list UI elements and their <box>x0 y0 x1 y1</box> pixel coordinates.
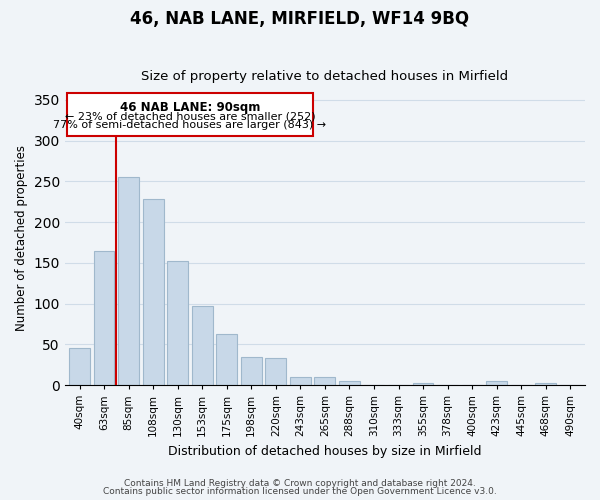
Text: Contains HM Land Registry data © Crown copyright and database right 2024.: Contains HM Land Registry data © Crown c… <box>124 478 476 488</box>
Bar <box>118 177 139 385</box>
Bar <box>94 250 115 385</box>
Bar <box>486 381 507 385</box>
Text: ← 23% of detached houses are smaller (252): ← 23% of detached houses are smaller (25… <box>65 111 315 121</box>
Title: Size of property relative to detached houses in Mirfield: Size of property relative to detached ho… <box>142 70 508 84</box>
Bar <box>69 348 90 385</box>
Bar <box>535 384 556 385</box>
Text: Contains public sector information licensed under the Open Government Licence v3: Contains public sector information licen… <box>103 487 497 496</box>
Bar <box>339 381 360 385</box>
Bar <box>265 358 286 385</box>
X-axis label: Distribution of detached houses by size in Mirfield: Distribution of detached houses by size … <box>168 444 482 458</box>
Y-axis label: Number of detached properties: Number of detached properties <box>15 146 28 332</box>
Bar <box>167 261 188 385</box>
Bar <box>290 377 311 385</box>
Text: 77% of semi-detached houses are larger (843) →: 77% of semi-detached houses are larger (… <box>53 120 326 130</box>
FancyBboxPatch shape <box>67 93 313 136</box>
Bar <box>217 334 237 385</box>
Text: 46 NAB LANE: 90sqm: 46 NAB LANE: 90sqm <box>120 102 260 114</box>
Bar <box>241 358 262 385</box>
Bar <box>143 199 164 385</box>
Bar <box>314 377 335 385</box>
Text: 46, NAB LANE, MIRFIELD, WF14 9BQ: 46, NAB LANE, MIRFIELD, WF14 9BQ <box>130 10 470 28</box>
Bar <box>192 306 212 385</box>
Bar <box>413 382 433 385</box>
